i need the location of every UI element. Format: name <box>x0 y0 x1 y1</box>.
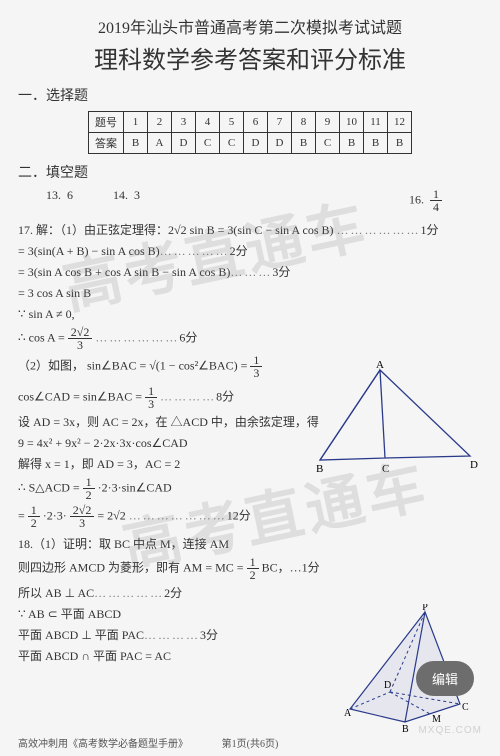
solution-line: ∵ sin A ≠ 0, <box>18 305 482 323</box>
row-label: 题号 <box>89 112 124 133</box>
footer-left: 高效冲刺用《高考数学必备题型手册》 <box>18 735 188 750</box>
svg-text:P: P <box>422 604 428 613</box>
svg-text:D: D <box>470 459 478 471</box>
triangle-figure: A B C D <box>310 360 480 484</box>
solution-line: 所以 AB ⊥ AC……………2分 <box>18 584 482 602</box>
fill-answers: 13. 6 14. 3 16. 14 <box>46 188 482 213</box>
table-row: 答案 B A D C C D D B C B B B <box>89 133 412 154</box>
svg-text:C: C <box>382 463 389 475</box>
page-title: 理科数学参考答案和评分标准 <box>18 40 482 75</box>
solution-line: = 12 ·2·3· 2√23 = 2√2 …………………12分 <box>18 504 482 529</box>
solution-line: 17. 解：（1）由正弦定理得：2√2 sin B = 3(sin C − si… <box>18 221 482 239</box>
page-subtitle: 2019年汕头市普通高考第二次模拟考试试题 <box>18 14 482 38</box>
section-fill-title: 二．填空题 <box>18 162 482 182</box>
svg-text:D: D <box>384 680 391 691</box>
svg-text:B: B <box>402 724 409 734</box>
footer-page: 第1页(共6页) <box>222 735 279 750</box>
section-mc-title: 一．选择题 <box>18 85 482 105</box>
watermark-small: MXQE.COM <box>418 725 482 736</box>
mc-answer-table: 题号 1 2 3 4 5 6 7 8 9 10 11 12 答案 B A D C… <box>88 111 412 154</box>
svg-text:A: A <box>376 360 384 371</box>
table-row: 题号 1 2 3 4 5 6 7 8 9 10 11 12 <box>89 112 412 133</box>
solution-line: = 3 cos A sin B <box>18 284 482 302</box>
edit-button[interactable]: 编辑 <box>416 661 474 696</box>
svg-text:B: B <box>316 463 323 475</box>
svg-text:C: C <box>462 702 469 713</box>
solution-line: 则四边形 AMCD 为菱形，即有 AM = MC = 12 BC，…1分 <box>18 556 482 581</box>
svg-text:A: A <box>344 708 352 719</box>
row-label: 答案 <box>89 133 124 154</box>
solution-line: = 3(sin(A + B) − sin A cos B)……………2分 <box>18 242 482 260</box>
svg-text:M: M <box>432 714 441 725</box>
solution-line: 18.（1）证明：取 BC 中点 M，连接 AM <box>18 535 482 553</box>
solution-line: = 3(sin A cos B + cos A sin B − sin A co… <box>18 263 482 281</box>
solution-line: ∴ cos A = 2√23 ………………6分 <box>18 326 482 351</box>
